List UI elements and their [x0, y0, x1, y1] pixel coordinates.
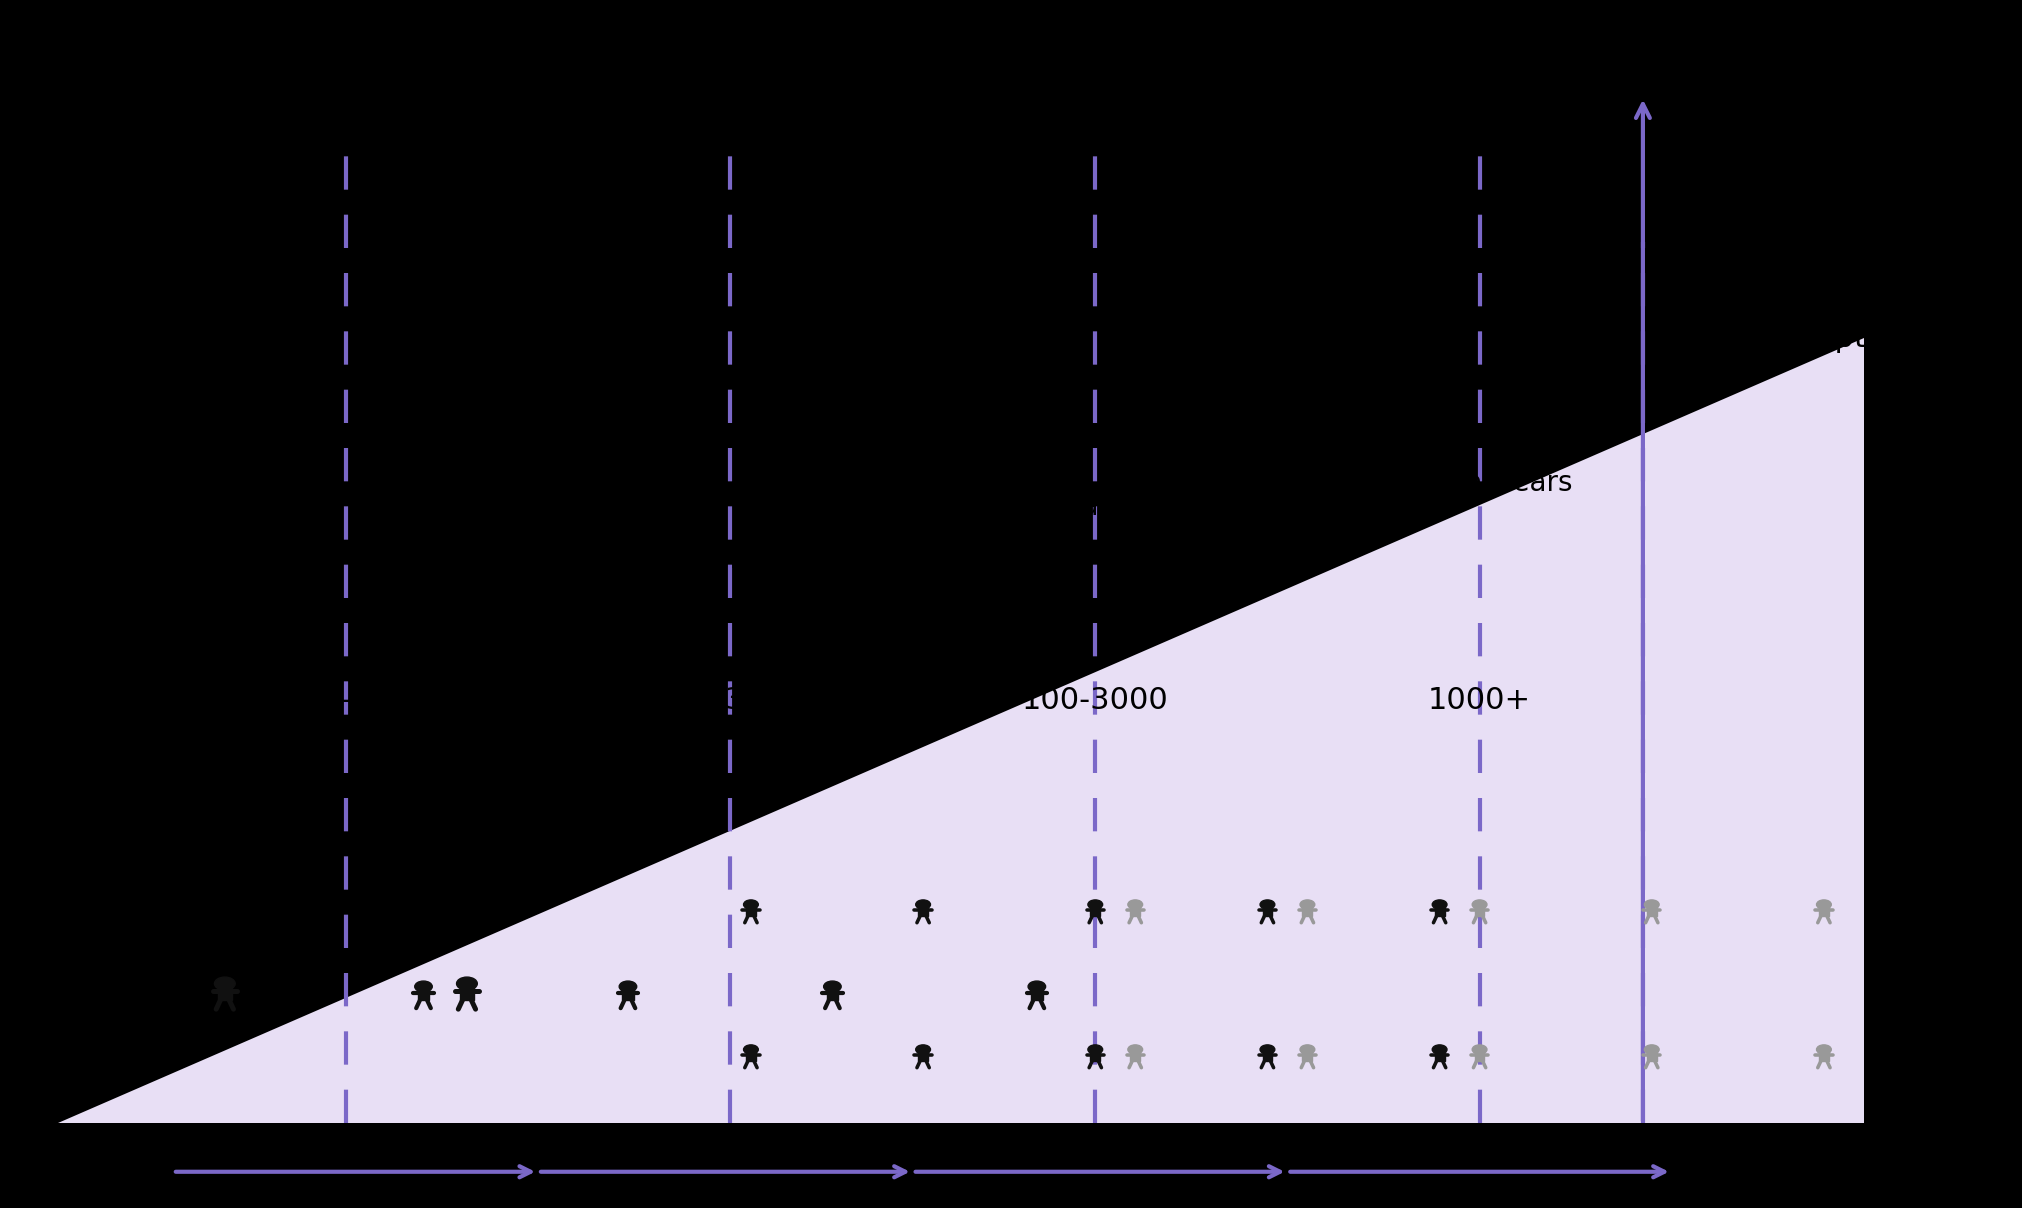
Circle shape [823, 981, 841, 992]
Circle shape [415, 981, 433, 992]
Circle shape [1300, 900, 1314, 910]
Bar [218, 986, 233, 1000]
Circle shape [1816, 1045, 1832, 1055]
Circle shape [1260, 1045, 1274, 1055]
Bar [1262, 1051, 1272, 1061]
Circle shape [1644, 900, 1660, 910]
Bar [623, 989, 633, 1000]
Circle shape [744, 1045, 758, 1055]
Text: Several Years: Several Years [1387, 469, 1573, 498]
Bar [1474, 906, 1484, 916]
Bar [1031, 989, 1043, 1000]
Circle shape [1027, 981, 1045, 992]
Circle shape [1432, 900, 1448, 910]
Text: 25-300: 25-300 [675, 686, 785, 715]
Circle shape [916, 900, 930, 910]
Text: Several Months: Several Months [239, 529, 453, 558]
Bar [827, 989, 839, 1000]
Bar [461, 986, 473, 1000]
Bar [419, 989, 429, 1000]
Circle shape [457, 977, 477, 991]
Text: of optimal use: of optimal use [1777, 324, 1996, 353]
Circle shape [1816, 900, 1832, 910]
Bar [746, 1051, 756, 1061]
Bar [1820, 1051, 1828, 1061]
Bar [918, 906, 928, 916]
Bar [1130, 1051, 1140, 1061]
Circle shape [1088, 900, 1102, 910]
Bar [1436, 1051, 1444, 1061]
Bar [918, 1051, 928, 1061]
Bar [1262, 906, 1272, 916]
Bar [746, 906, 756, 916]
Text: Several Months
to 2 Years: Several Months to 2 Years [623, 513, 837, 574]
Bar [1302, 906, 1312, 916]
Circle shape [744, 900, 758, 910]
Bar [1090, 1051, 1100, 1061]
Text: 20-80: 20-80 [301, 686, 390, 715]
Circle shape [1644, 1045, 1660, 1055]
Circle shape [214, 977, 235, 991]
Bar [1436, 906, 1444, 916]
Text: 1000+: 1000+ [1428, 686, 1531, 715]
Bar [1130, 906, 1140, 916]
Circle shape [1472, 1045, 1486, 1055]
Circle shape [1128, 1045, 1142, 1055]
Bar [1090, 906, 1100, 916]
Text: Benefits: Benefits [1798, 251, 1921, 280]
Bar [1646, 906, 1656, 916]
Text: 100-3000: 100-3000 [1021, 686, 1169, 715]
Circle shape [619, 981, 637, 992]
Circle shape [1128, 900, 1142, 910]
Circle shape [1432, 1045, 1448, 1055]
Bar [1820, 906, 1828, 916]
Polygon shape [59, 338, 1864, 1123]
Circle shape [1088, 1045, 1102, 1055]
Bar [1302, 1051, 1312, 1061]
Circle shape [1260, 900, 1274, 910]
Bar [1646, 1051, 1656, 1061]
Circle shape [1472, 900, 1486, 910]
Text: Several Years: Several Years [1003, 493, 1189, 522]
Circle shape [1300, 1045, 1314, 1055]
Circle shape [916, 1045, 930, 1055]
Bar [1474, 1051, 1484, 1061]
